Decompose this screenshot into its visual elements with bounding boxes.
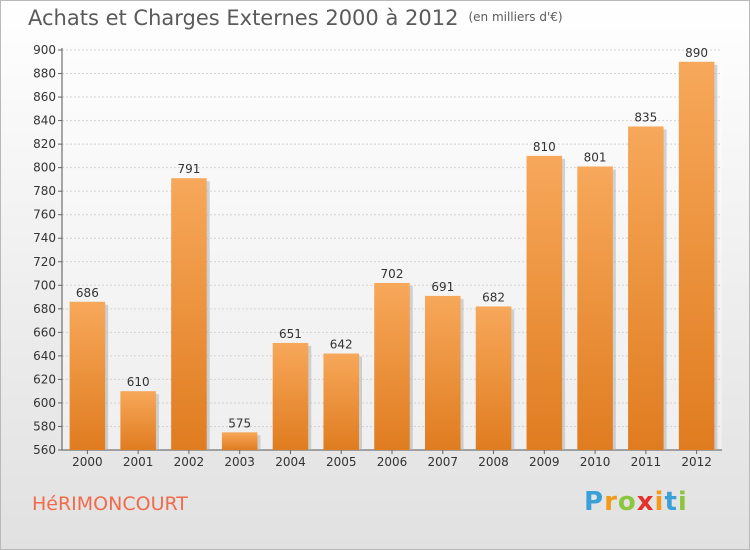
bar-2008 (475, 306, 512, 450)
y-tick-label: 860 (33, 90, 56, 104)
value-label-2010: 801 (584, 150, 607, 164)
y-tick-label: 600 (33, 396, 56, 410)
proxiti-logo-letter: i (677, 487, 688, 517)
x-tick-label-2003: 2003 (224, 455, 255, 469)
y-tick-label: 760 (33, 208, 56, 222)
y-tick-label: 780 (33, 184, 56, 198)
y-tick-label: 840 (33, 114, 56, 128)
y-tick-label: 640 (33, 349, 56, 363)
x-tick-label-2002: 2002 (174, 455, 205, 469)
y-tick-label: 680 (33, 302, 56, 316)
x-tick-label-2004: 2004 (275, 455, 306, 469)
proxiti-logo-letter: o (617, 487, 637, 517)
y-tick-label: 720 (33, 255, 56, 269)
y-tick-label: 880 (33, 67, 56, 81)
value-label-2001: 610 (127, 375, 150, 389)
value-label-2007: 691 (431, 280, 454, 294)
bar-2000 (69, 301, 106, 450)
x-tick-label-2009: 2009 (529, 455, 560, 469)
value-label-2000: 686 (76, 286, 99, 300)
bar-2012 (678, 61, 715, 450)
x-tick-label-2011: 2011 (631, 455, 662, 469)
proxiti-logo-letter: t (664, 487, 678, 517)
bar-2010 (577, 166, 613, 450)
y-tick-label: 700 (33, 278, 56, 292)
x-tick-label-2005: 2005 (326, 455, 357, 469)
value-label-2002: 791 (177, 162, 200, 176)
proxiti-logo-letter: r (604, 487, 618, 517)
value-label-2011: 835 (634, 110, 657, 124)
y-tick-label: 660 (33, 325, 56, 339)
x-tick-label-2010: 2010 (580, 455, 611, 469)
bars (69, 61, 718, 451)
value-label-2012: 890 (685, 46, 708, 60)
y-tick-label: 900 (33, 43, 56, 57)
bar-2007 (425, 295, 461, 450)
chart-title: Achats et Charges Externes 2000 à 2012 (e… (28, 6, 563, 30)
bar-2006 (374, 282, 410, 450)
value-label-2008: 682 (482, 290, 505, 304)
y-tick-label: 560 (33, 443, 56, 457)
axes: 560 580 600 620 640 660 680 700 720 740 760 780 800 8… (33, 43, 722, 469)
bar-2003 (221, 432, 258, 450)
value-label-2004: 651 (279, 327, 302, 341)
proxiti-logo-letter: P (584, 487, 605, 517)
value-label-2003: 575 (228, 416, 251, 430)
commune-name: HéRIMONCOURT (32, 493, 188, 515)
data-labels: 686 610 791 575 651 642 702 691 682 810 801 835 890 (76, 46, 708, 431)
bar-2005 (323, 353, 359, 450)
value-label-2009: 810 (533, 140, 556, 154)
bar-2009 (526, 155, 563, 450)
x-tick-label-2012: 2012 (681, 455, 712, 469)
y-tick-label: 740 (33, 231, 56, 245)
x-tick-label-2007: 2007 (427, 455, 458, 469)
x-tick-label-2006: 2006 (377, 455, 408, 469)
y-tick-label: 800 (33, 161, 56, 175)
y-tick-label: 820 (33, 137, 56, 151)
bar-2002 (171, 178, 207, 450)
chart-subtitle: (en milliers d'€) (468, 10, 563, 24)
proxiti-logo-letter: i (654, 487, 665, 517)
proxiti-logo: Proxiti (584, 487, 688, 517)
value-label-2005: 642 (330, 338, 353, 352)
bar-2011 (628, 126, 664, 451)
bar-2001 (120, 391, 156, 450)
bar-2004 (272, 342, 309, 450)
y-tick-label: 580 (33, 419, 56, 433)
chart-title-text: Achats et Charges Externes 2000 à 2012 (28, 6, 459, 30)
value-label-2006: 702 (381, 267, 404, 281)
x-tick-label-2008: 2008 (478, 455, 509, 469)
y-tick-label: 620 (33, 372, 56, 386)
x-tick-label-2000: 2000 (72, 455, 103, 469)
proxiti-logo-letter: x (636, 487, 655, 517)
x-tick-label-2001: 2001 (123, 455, 154, 469)
